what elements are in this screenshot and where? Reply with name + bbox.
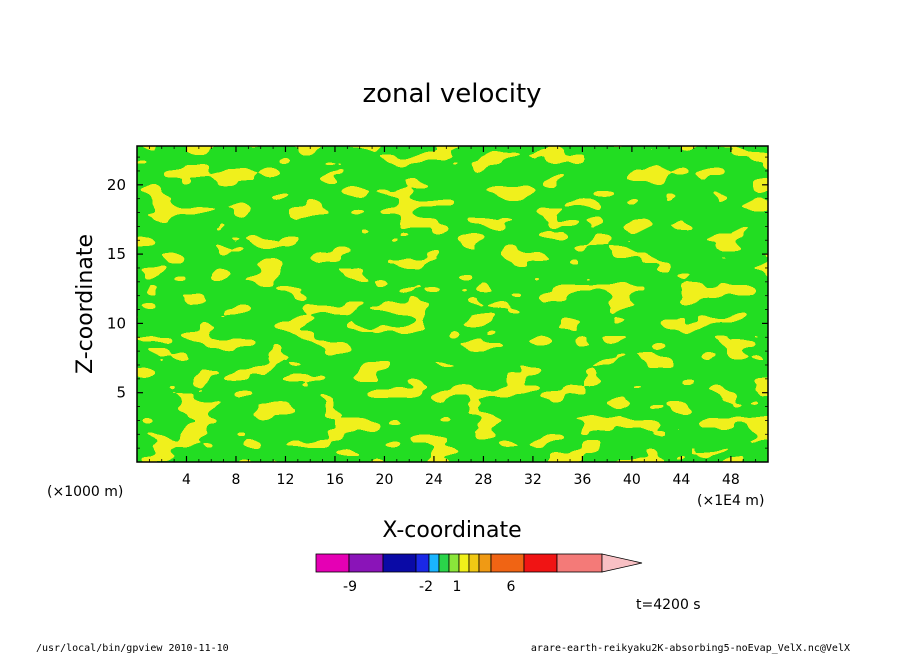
colorbar-arrow — [601, 553, 643, 573]
colorbar-tick-label: -9 — [343, 579, 357, 595]
colorbar-tick-label: 6 — [507, 579, 516, 595]
y-tick-label: 20 — [107, 176, 126, 194]
plot-frame — [136, 145, 769, 463]
positive-region-field — [137, 146, 768, 462]
colorbar-segment — [382, 553, 417, 573]
colorbar-segment — [438, 553, 450, 573]
x-axis-label: X-coordinate — [382, 518, 521, 543]
colorbar-segment — [315, 553, 350, 573]
colorbar-segment — [523, 553, 558, 573]
colorbar-segment — [490, 553, 525, 573]
colorbar-segment — [468, 553, 480, 573]
x-tick-label: 12 — [277, 472, 295, 488]
colorbar-segment — [348, 553, 384, 573]
x-tick-label: 4 — [182, 472, 191, 488]
colorbar — [315, 553, 643, 573]
x-tick-label: 16 — [326, 472, 344, 488]
x-tick-label: 44 — [672, 472, 690, 488]
x-unit-left: (×1000 m) — [47, 484, 123, 500]
time-label: t=4200 s — [636, 597, 701, 613]
x-tick-label: 36 — [573, 472, 591, 488]
footer-left: /usr/local/bin/gpview 2010-11-10 — [36, 643, 229, 654]
x-axis-ticks: 4 8 12 16 20 24 28 32 36 40 44 48 — [148, 146, 757, 488]
x-tick-label: 28 — [475, 472, 493, 488]
plot-area — [137, 146, 768, 462]
colorbar-segment — [428, 553, 440, 573]
colorbar-segment — [458, 553, 470, 573]
colorbar-segment — [556, 553, 603, 573]
colorbar-segment — [448, 553, 460, 573]
chart-title: zonal velocity — [362, 79, 541, 109]
x-tick-label: 48 — [722, 472, 740, 488]
y-axis-label: Z-coordinate — [73, 234, 98, 374]
x-tick-label: 24 — [425, 472, 443, 488]
x-tick-label: 20 — [376, 472, 394, 488]
y-tick-label: 10 — [107, 314, 126, 332]
x-tick-label: 40 — [623, 472, 641, 488]
colorbar-tick-labels: -9 -2 1 6 — [343, 579, 516, 595]
colorbar-tick-label: -2 — [419, 579, 433, 595]
colorbar-segment — [478, 553, 492, 573]
y-tick-label: 15 — [107, 245, 126, 263]
y-axis-ticks: 5 10 15 20 — [107, 156, 768, 449]
y-tick-label: 5 — [116, 384, 126, 402]
x-unit-right: (×1E4 m) — [697, 493, 764, 509]
colorbar-tick-label: 1 — [453, 579, 462, 595]
x-tick-label: 32 — [524, 472, 542, 488]
colorbar-segment — [415, 553, 430, 573]
footer-right: arare-earth-reikyaku2K-absorbing5-noEvap… — [531, 643, 850, 654]
x-tick-label: 8 — [232, 472, 241, 488]
